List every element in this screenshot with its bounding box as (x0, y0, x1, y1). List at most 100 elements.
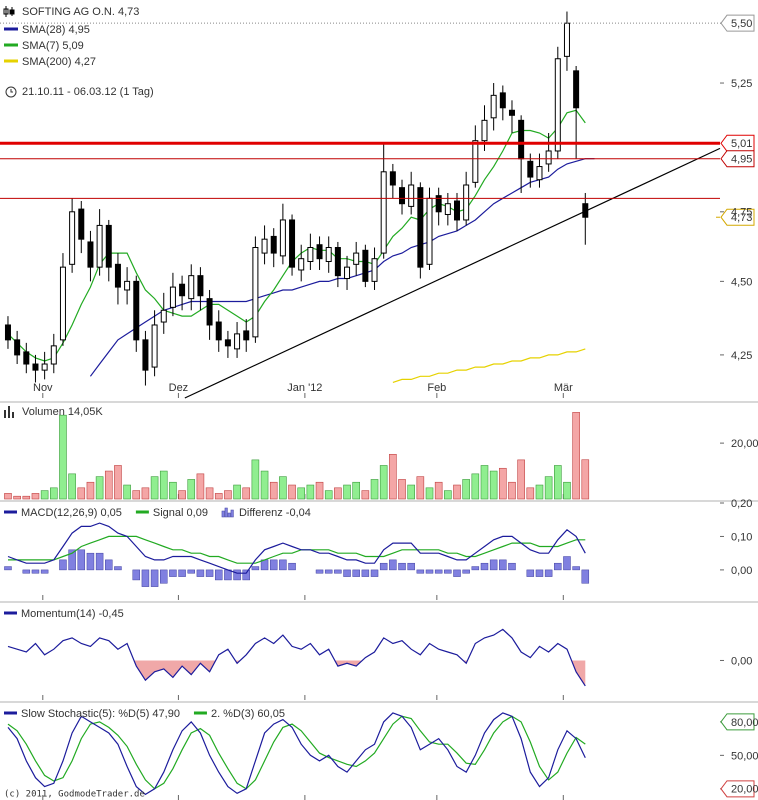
legend-label: SMA(28) 4,95 (22, 24, 90, 36)
volume-bar (480, 465, 489, 500)
candle-body (14, 339, 21, 356)
legend-swatch (230, 509, 234, 518)
y-tick-label-box (720, 713, 755, 731)
volume-bar (379, 465, 388, 500)
level-label-box (720, 150, 755, 168)
candle-body (160, 309, 167, 323)
y-tick-label: 4,75 (731, 207, 752, 219)
trendline (184, 147, 721, 399)
legend-swatch (224, 507, 228, 518)
volume-bar (398, 479, 406, 500)
volume-bar (22, 495, 31, 500)
volume-bar (31, 493, 40, 500)
histogram-bar (160, 569, 168, 584)
histogram-bar (352, 569, 360, 577)
volume-bar (77, 487, 86, 500)
histogram-bar (370, 569, 379, 577)
histogram-bar (489, 559, 498, 571)
volume-bar (279, 476, 287, 500)
candle-body (371, 258, 378, 282)
histogram-bar (324, 569, 333, 574)
candle-body (206, 298, 213, 326)
legend-label: 2. %D(3) 60,05 (211, 708, 285, 720)
histogram-bar (279, 559, 287, 571)
volume-bar (132, 490, 141, 500)
candle-body (59, 266, 66, 341)
source-label: (c) 2011, GodmodeTrader.de (4, 790, 145, 800)
volume-bar (453, 484, 461, 500)
candle-body (453, 200, 460, 221)
histogram-bar (105, 559, 113, 571)
candle-body (32, 363, 39, 371)
volume-bar (40, 490, 49, 500)
histogram-bar (187, 569, 195, 574)
candle-body (573, 70, 580, 109)
histogram-bar (114, 566, 122, 571)
candle-body (435, 195, 442, 213)
candle-body (298, 258, 305, 271)
histogram-bar (77, 549, 86, 571)
candle-body (69, 211, 76, 265)
x-tick-label: Dez (169, 382, 189, 394)
legend-swatch (221, 510, 225, 518)
volume-bar (49, 487, 58, 500)
candle-body (536, 166, 543, 181)
candle-body (87, 241, 94, 268)
histogram-bar (416, 569, 425, 574)
histogram-bar (68, 549, 76, 571)
y-tick-label: 20,00 (731, 784, 758, 796)
volume-bar (572, 412, 580, 500)
histogram-bar (425, 569, 434, 574)
legend-label: SMA(7) 5,09 (22, 40, 84, 52)
candle-body (508, 109, 515, 116)
candle-icon (3, 6, 15, 17)
last-price-label-box (720, 208, 755, 226)
candle-body (197, 275, 204, 297)
histogram-bar (334, 569, 342, 574)
volume-bar (297, 487, 306, 500)
candle-body (23, 351, 30, 365)
candle-body (325, 247, 332, 263)
chart-title: SOFTING AG O.N. 4,73 (22, 6, 139, 18)
histogram-bar (205, 569, 214, 577)
volume-bar (114, 465, 122, 500)
histogram-bar (132, 569, 141, 581)
legend-label: Differenz -0,04 (239, 507, 311, 519)
volume-bar (425, 487, 434, 500)
candle-body (362, 249, 369, 282)
candle-body (344, 266, 351, 280)
volume-bar (13, 495, 21, 500)
volume-bar (370, 479, 379, 500)
histogram-bar (95, 552, 104, 571)
candle-body (389, 171, 396, 186)
histogram-bar (398, 562, 406, 571)
volume-bar (544, 476, 553, 500)
candle-body (444, 203, 451, 216)
histogram-bar (389, 559, 397, 571)
legend-swatch (227, 512, 231, 518)
histogram-bar (453, 569, 461, 577)
indicator-line (7, 712, 586, 796)
histogram-bar (196, 569, 205, 577)
volume-bar (95, 476, 104, 500)
volume-bar (306, 484, 315, 500)
volume-bar (159, 470, 168, 500)
candle-body (289, 219, 296, 268)
level-label: 4,95 (731, 154, 752, 166)
volume-bar (59, 414, 67, 500)
volume-bar (499, 467, 507, 500)
histogram-bar (480, 562, 489, 571)
candle-body (481, 119, 488, 142)
sma-line (392, 348, 586, 383)
volume-bar (269, 481, 278, 500)
y-tick-label: 4,25 (731, 350, 752, 362)
volume-bar (517, 459, 525, 500)
sma-line (7, 109, 586, 362)
candle-body (151, 324, 158, 368)
histogram-bar (40, 569, 49, 574)
histogram-bar (214, 569, 223, 581)
candle-body (50, 345, 57, 365)
volume-bar (563, 481, 571, 500)
